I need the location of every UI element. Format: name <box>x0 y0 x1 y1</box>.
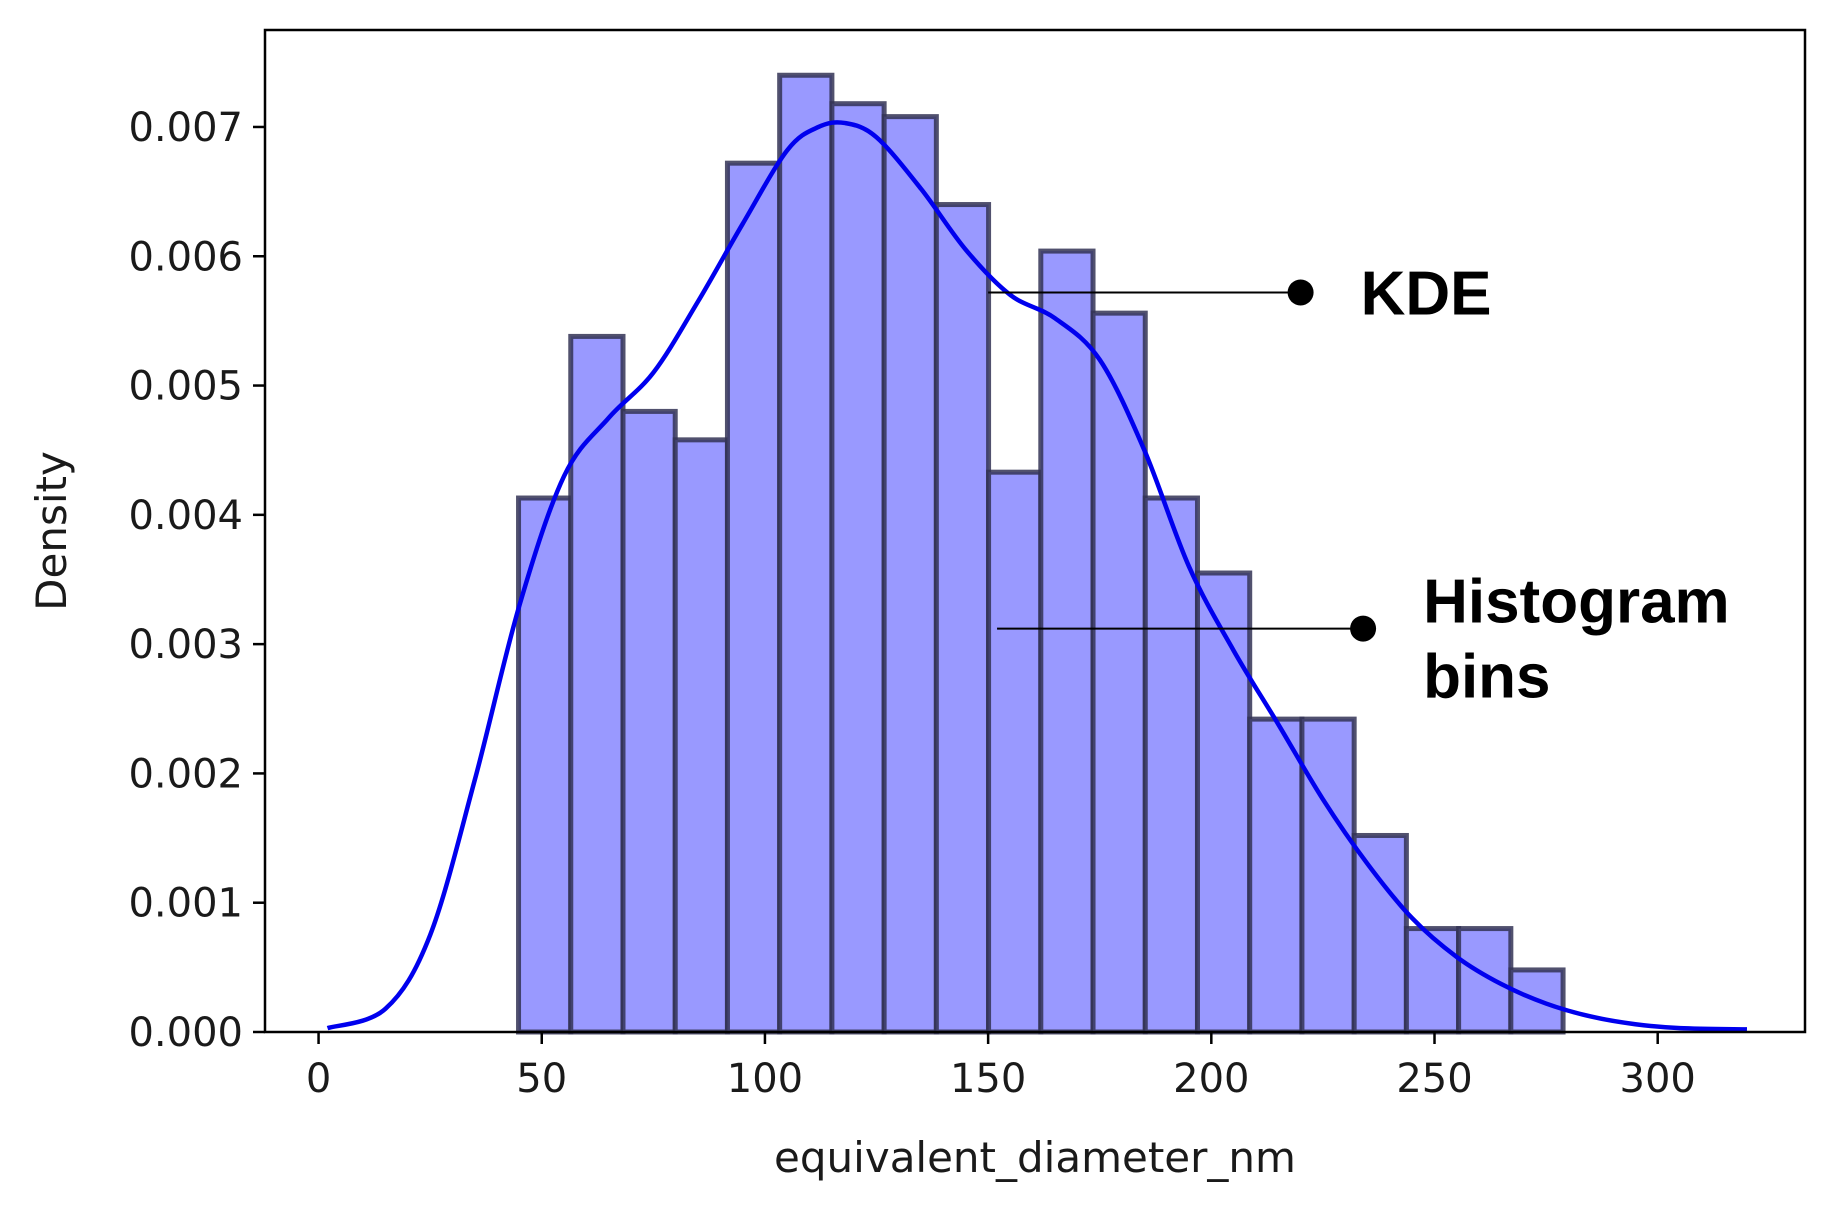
x-axis-label: equivalent_diameter_nm <box>774 1133 1296 1182</box>
histogram-bar <box>568 333 626 1035</box>
y-tick-label: 0.006 <box>128 234 243 280</box>
x-tick-label: 100 <box>727 1056 803 1102</box>
histogram-bar <box>881 114 939 1035</box>
x-tick-label: 200 <box>1173 1056 1249 1102</box>
y-tick-label: 0.001 <box>128 881 243 927</box>
x-tick-label: 150 <box>950 1056 1026 1102</box>
histogram-bar <box>1142 495 1200 1035</box>
x-tick-label: 250 <box>1396 1056 1472 1102</box>
annotation-label: KDE <box>1361 259 1492 328</box>
histogram-bar <box>724 160 783 1035</box>
histogram-bar <box>516 495 574 1035</box>
histogram-bar <box>986 469 1044 1035</box>
histogram-bar <box>1351 832 1409 1035</box>
annotation-label: bins <box>1423 643 1550 712</box>
x-tick-label: 50 <box>516 1056 567 1102</box>
histogram-bar <box>1038 248 1096 1035</box>
x-tick-label: 0 <box>306 1056 331 1102</box>
histogram-bar <box>1299 716 1357 1035</box>
y-tick-label: 0.003 <box>128 622 243 668</box>
annotation-marker-dot <box>1350 615 1377 642</box>
kde-curve-layer <box>326 120 1748 1032</box>
histogram-bar <box>777 72 835 1035</box>
histogram-bar <box>829 101 887 1035</box>
y-tick-label: 0.000 <box>128 1010 243 1056</box>
plot-frame <box>263 28 1807 1034</box>
y-tick-label: 0.007 <box>128 105 243 151</box>
histogram-bar <box>1403 926 1462 1035</box>
y-tick-label: 0.002 <box>128 751 243 797</box>
histogram-bar <box>672 437 730 1035</box>
kde-curve <box>326 120 1748 1032</box>
y-axis-label: Density <box>27 451 76 611</box>
histogram-bars <box>516 72 1566 1035</box>
histogram-bar <box>620 408 678 1035</box>
histogram-bar <box>1247 716 1305 1035</box>
annotation-marker-dot <box>1287 279 1314 306</box>
histogram-bar <box>1194 570 1253 1035</box>
x-tick-label: 300 <box>1620 1056 1696 1102</box>
histogram-bar <box>933 202 992 1035</box>
y-axis-ticks: 0.000 0.001 0.002 0.003 0.004 0.005 0.006 0.007 <box>128 105 265 1056</box>
x-axis-ticks: 0 50 100 150 200 250 300 <box>306 1032 1696 1102</box>
histogram-bar <box>1456 926 1514 1035</box>
annotation-label: Histogram <box>1423 568 1730 637</box>
y-tick-label: 0.004 <box>128 493 243 539</box>
y-tick-label: 0.005 <box>128 364 243 410</box>
histogram-bar <box>1090 310 1148 1035</box>
